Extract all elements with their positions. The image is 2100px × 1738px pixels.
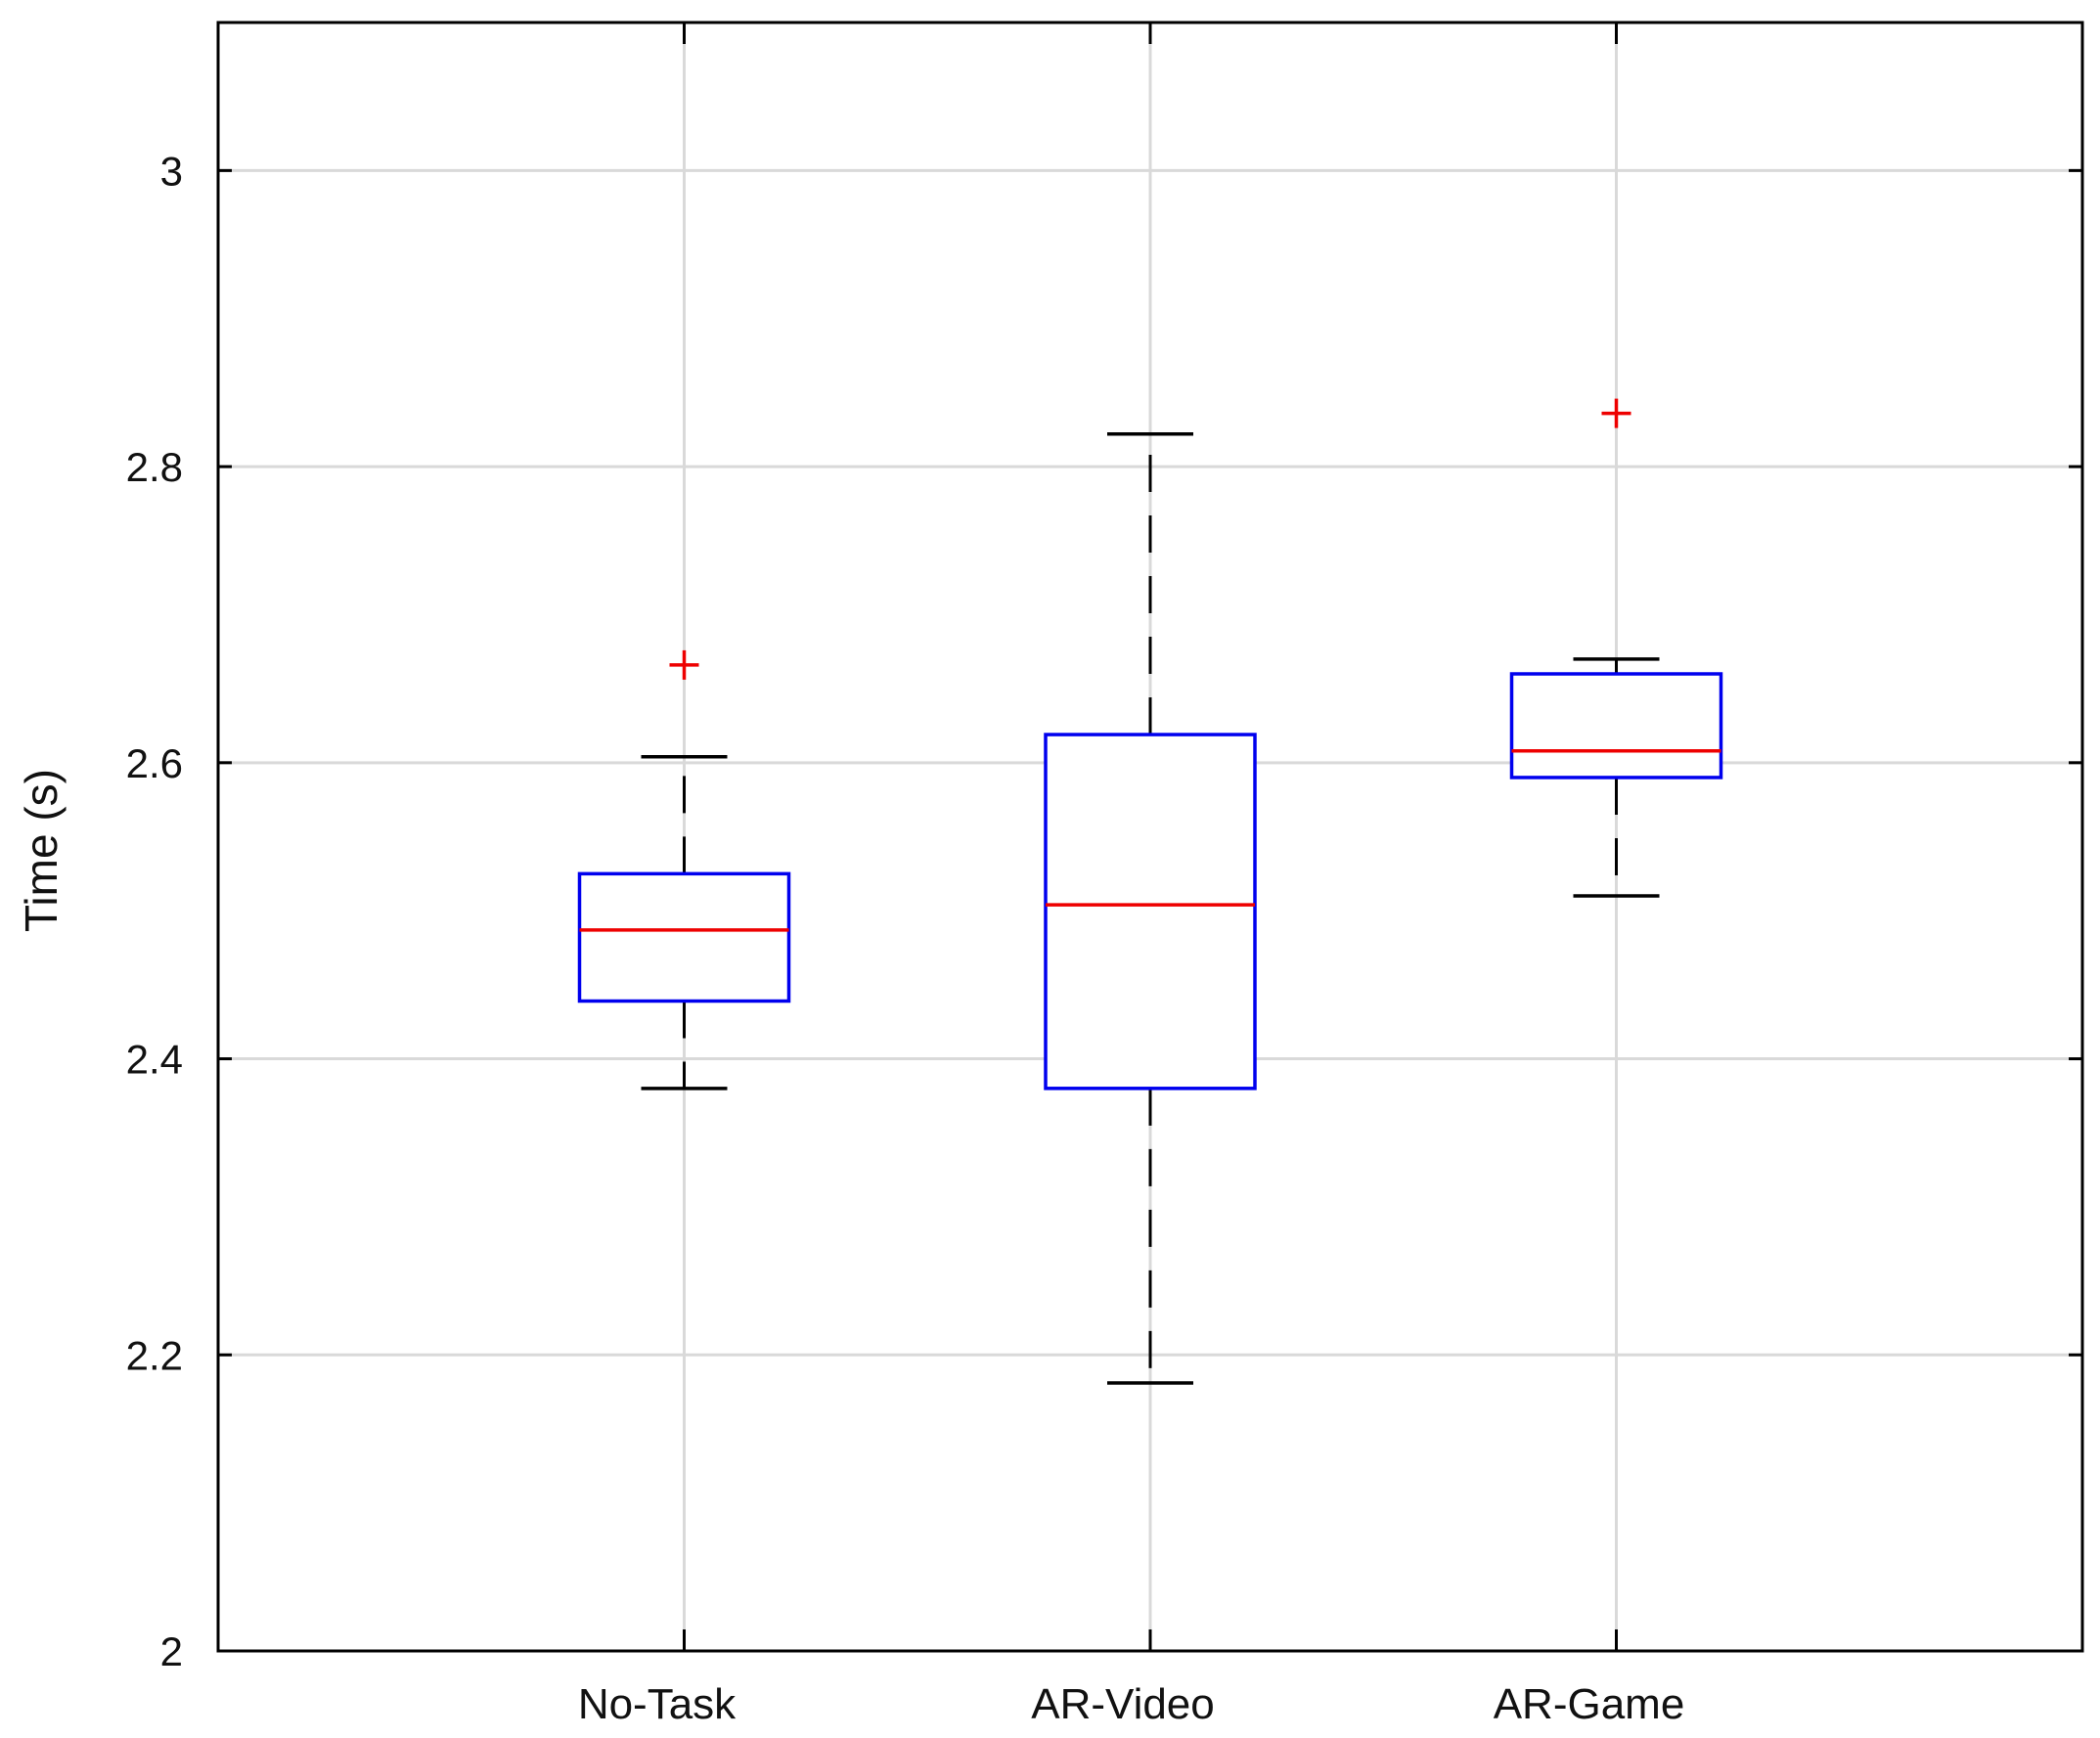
outlier-marker (1601, 398, 1631, 428)
y-tick-label: 3 (160, 148, 183, 194)
x-category-label: AR-Game (1494, 1680, 1685, 1728)
box-group (1509, 398, 1723, 898)
y-axis-label: Time (s) (16, 769, 67, 932)
y-tick-label: 2.8 (126, 444, 183, 490)
x-category-label: AR-Video (1031, 1680, 1215, 1728)
y-tick-label: 2.4 (126, 1037, 183, 1083)
y-tick-label: 2.6 (126, 740, 183, 786)
y-axis-tick-labels: 2 2.2 2.4 2.6 2.8 3 (126, 148, 183, 1674)
iqr-box (1044, 733, 1257, 1091)
iqr-box (1509, 672, 1723, 780)
y-tick-label: 2.2 (126, 1332, 183, 1378)
x-axis-category-labels: No-Task AR-Video AR-Game (578, 1680, 1684, 1728)
box-series (577, 398, 1723, 1385)
x-category-label: No-Task (578, 1680, 737, 1728)
box-group (1044, 432, 1257, 1385)
outlier-marker (669, 649, 699, 680)
axis-ticks (218, 22, 2082, 1653)
iqr-box (577, 871, 791, 1003)
box-group (577, 649, 791, 1091)
y-tick-label: 2 (160, 1628, 183, 1674)
